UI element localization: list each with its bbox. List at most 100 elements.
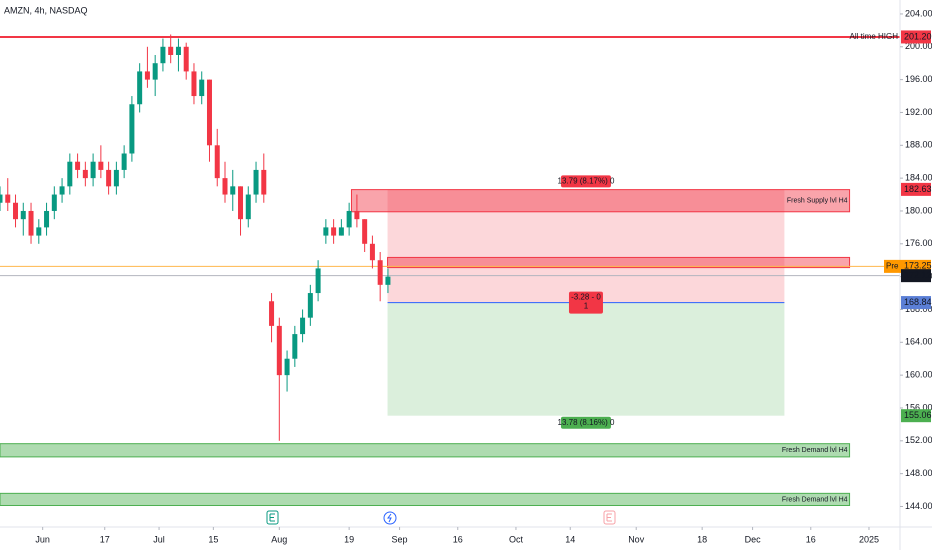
candle-body — [44, 210, 50, 228]
candle-body — [20, 210, 26, 220]
target-label: 13.78 (8.16%) 0 — [558, 418, 615, 427]
candle-body — [369, 243, 375, 261]
y-tick-label: 180.00 — [905, 205, 932, 215]
candle-body — [214, 145, 220, 179]
x-tick-label: Oct — [509, 534, 524, 544]
level-tag-label: 201.20 — [904, 31, 932, 41]
price-tag-prefix — [884, 259, 901, 273]
x-tick-label: 14 — [565, 534, 575, 544]
candle-body — [362, 219, 368, 244]
candle-body — [292, 334, 298, 359]
y-tick-label: 192.00 — [905, 107, 932, 117]
y-tick-label: 200.00 — [905, 41, 932, 51]
price-tag — [901, 296, 931, 310]
y-tick-label: 176.00 — [905, 238, 932, 248]
zone — [0, 492, 851, 506]
candle-body — [238, 186, 244, 220]
risk-area — [387, 189, 785, 303]
y-tick-label: 164.00 — [905, 337, 932, 347]
x-tick-label: 17 — [100, 534, 110, 544]
x-tick-label: Jul — [153, 534, 165, 544]
stop-label-box — [560, 175, 611, 188]
candle-body — [385, 276, 391, 285]
candle-body — [144, 71, 150, 80]
candle-body — [338, 227, 344, 236]
candle-body — [253, 169, 259, 195]
x-tick-label: 18 — [697, 534, 707, 544]
zone-label: Fresh Supply lvl H4 — [787, 198, 848, 205]
x-tick-label: Nov — [628, 534, 645, 544]
stop-label: 13.79 (8.17%) 0 — [558, 176, 615, 185]
dividend-glyph — [387, 513, 392, 523]
candle-body — [36, 227, 42, 236]
candle-body — [90, 161, 96, 179]
candle-body — [82, 169, 88, 179]
x-tick-label: 16 — [806, 534, 816, 544]
y-tick-label: 152.00 — [905, 435, 932, 445]
earnings-glyph — [606, 513, 612, 522]
candle-body — [331, 227, 337, 236]
x-tick-label: Aug — [271, 534, 287, 544]
candle-body — [346, 210, 352, 228]
y-tick-label: 188.00 — [905, 140, 932, 150]
candle-body — [160, 46, 166, 64]
y-tick-label: 196.00 — [905, 74, 932, 84]
price-tag — [901, 269, 931, 283]
y-tick-label: 148.00 — [905, 468, 932, 478]
candle-body — [175, 46, 181, 55]
candle-body — [106, 169, 112, 187]
candle-body — [168, 46, 174, 55]
candle-body — [269, 301, 275, 326]
candle-body — [300, 317, 306, 335]
candle-body — [183, 46, 189, 72]
candle-body — [199, 79, 205, 97]
price-tag-label: 172.12 — [904, 270, 932, 280]
candle-body — [206, 79, 212, 146]
x-tick-label: 16 — [453, 534, 463, 544]
candle-body — [323, 227, 329, 236]
x-tick-label: 19 — [344, 534, 354, 544]
x-tick-label: 2025 — [859, 534, 879, 544]
candle-body — [377, 260, 383, 285]
price-tag-label: 168.84 — [904, 297, 932, 307]
candle-body — [307, 293, 313, 318]
candle-body — [0, 194, 3, 203]
price-tag-label: 182.63 — [904, 184, 932, 194]
x-tick-label: Sep — [392, 534, 408, 544]
candle-body — [245, 194, 251, 220]
candle-body — [67, 161, 73, 187]
y-tick-label: 156.00 — [905, 402, 932, 412]
candle-body — [230, 186, 236, 195]
y-tick-label: 160.00 — [905, 370, 932, 380]
price-tag-label: 173.25 — [904, 261, 932, 271]
target-label-box — [560, 416, 611, 429]
candle-body — [137, 71, 143, 105]
candle-body — [13, 202, 19, 220]
reward-area — [387, 302, 785, 416]
candle-body — [129, 104, 135, 154]
level-label: All time HIGH — [850, 32, 899, 41]
zone — [0, 443, 851, 458]
y-tick-label: 184.00 — [905, 173, 932, 183]
level-tag — [901, 30, 931, 44]
y-tick-label: 204.00 — [905, 8, 932, 18]
event-icons — [266, 510, 616, 525]
price-tag-prefix-label: Pre — [886, 261, 899, 270]
zone — [387, 256, 851, 269]
zone-label: Fresh Demand lvl H4 — [782, 447, 848, 454]
zone-label: Fresh Demand lvl H4 — [782, 496, 848, 503]
x-tick-label: 15 — [208, 534, 218, 544]
candle-body — [5, 194, 11, 203]
candle-body — [191, 71, 197, 97]
candle-body — [28, 210, 34, 236]
zone — [350, 189, 851, 213]
candle-body — [121, 153, 127, 170]
y-tick-label: 144.00 — [905, 501, 932, 511]
candle-body — [152, 63, 158, 80]
candle-body — [276, 325, 282, 376]
price-tag — [901, 409, 931, 423]
price-tag-label: 155.06 — [904, 410, 932, 420]
chart-title: AMZN, 4h, NASDAQ — [4, 5, 88, 15]
x-tick-label: Jun — [35, 534, 50, 544]
